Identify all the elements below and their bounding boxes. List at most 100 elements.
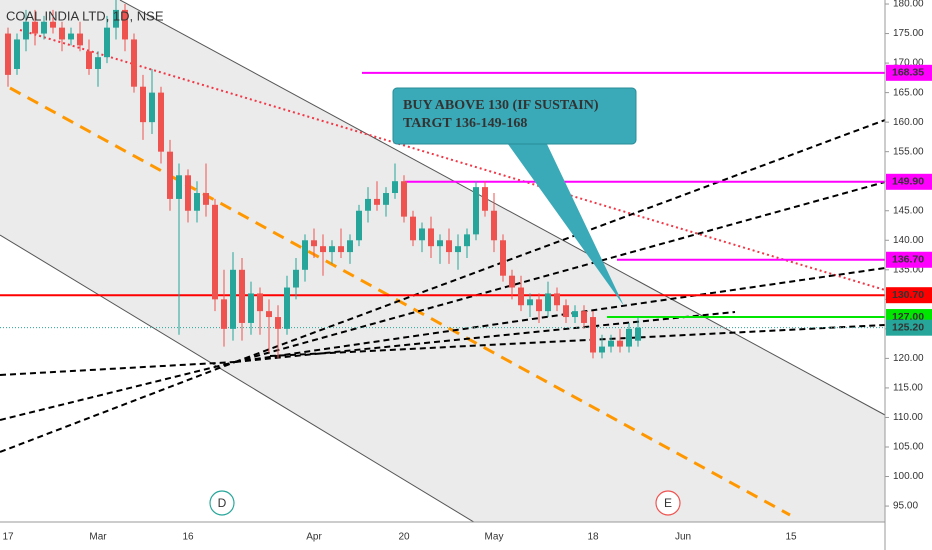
candle-body	[14, 39, 20, 69]
candle-body	[41, 21, 47, 34]
candle-body	[635, 327, 641, 341]
candle-body	[5, 33, 11, 75]
candle-body	[554, 293, 560, 306]
candle-body	[311, 240, 317, 247]
candle-body	[302, 240, 308, 270]
candle-body	[140, 86, 146, 123]
price-tag-label: 125.20	[892, 321, 924, 333]
x-tick-label: Mar	[89, 532, 107, 543]
fan-line	[234, 181, 885, 363]
y-tick-label: 105.00	[893, 442, 924, 453]
x-tick-label: 17	[2, 532, 14, 543]
candle-body	[284, 287, 290, 329]
candle-body	[347, 240, 353, 253]
candle-body	[131, 39, 137, 87]
candle-body	[239, 269, 245, 323]
x-tick-label: May	[485, 532, 504, 543]
candle-body	[338, 246, 344, 253]
candle-body	[482, 187, 488, 211]
candle-body	[32, 21, 38, 34]
candle-body	[626, 328, 632, 347]
candle-body	[401, 181, 407, 217]
candle-body	[248, 293, 254, 323]
y-tick-label: 115.00	[893, 383, 923, 394]
price-tag	[886, 64, 932, 81]
channel-upper	[119, 0, 885, 416]
candle-body	[527, 299, 533, 306]
candle-body	[95, 57, 101, 69]
candle-body	[275, 317, 281, 329]
price-tag-label: 130.70	[892, 289, 924, 301]
candle-body	[572, 311, 578, 318]
callout-text: TARGT 136-149-168	[403, 116, 527, 131]
callout-text: BUY ABOVE 130 (IF SUSTAIN)	[403, 98, 599, 113]
candle-body	[50, 21, 56, 28]
callout: BUY ABOVE 130 (IF SUSTAIN) TARGT 136-149…	[392, 87, 637, 306]
candles	[5, 0, 641, 359]
candle-body	[374, 198, 380, 205]
candle-body	[212, 204, 218, 300]
candle-body	[104, 27, 110, 58]
candle-body	[563, 305, 569, 318]
candle-body	[113, 9, 119, 28]
candle-body	[365, 198, 371, 211]
fan-line	[269, 324, 885, 357]
price-tag	[886, 287, 932, 304]
candle-body	[149, 92, 155, 123]
candle-body	[266, 311, 272, 318]
fan-line	[0, 361, 236, 421]
x-tick-label: 18	[587, 532, 599, 543]
callout-box	[392, 87, 637, 145]
candle-body	[167, 151, 173, 199]
candle-body	[536, 299, 542, 312]
y-tick-label: 180.00	[893, 0, 924, 10]
candle-body	[176, 175, 182, 199]
y-tick-label: 165.00	[893, 87, 924, 98]
event-marker	[655, 490, 681, 516]
candle-body	[491, 210, 497, 241]
candle-body	[473, 187, 479, 235]
trend-line	[19, 29, 885, 291]
y-tick-label: 155.00	[893, 146, 924, 157]
candle-body	[599, 346, 605, 353]
candle-body	[392, 181, 398, 194]
candle-body	[419, 228, 425, 241]
candle-body	[464, 234, 470, 247]
fan-line	[234, 311, 736, 363]
price-tag-label: 136.70	[892, 254, 924, 266]
candle-body	[437, 240, 443, 247]
candle-body	[545, 293, 551, 312]
candle-body	[410, 216, 416, 241]
time-axis-bg	[0, 522, 932, 550]
candle-body	[230, 269, 236, 329]
price-tag	[886, 251, 932, 268]
candle-body	[158, 92, 164, 152]
candle-body	[293, 269, 299, 288]
y-tick-label: 120.00	[893, 353, 924, 364]
fan-line	[0, 361, 236, 453]
candle-body	[455, 246, 461, 253]
fan-lines	[0, 119, 885, 453]
fan-line	[0, 361, 236, 376]
candle-body	[356, 210, 362, 241]
candle-body	[185, 175, 191, 211]
x-tick-label: 20	[398, 532, 410, 543]
candle-body	[590, 317, 596, 353]
channel-lower	[0, 234, 475, 522]
candle-body	[194, 193, 200, 211]
candle-body	[446, 240, 452, 253]
price-tag-label: 149.90	[892, 176, 924, 188]
candle-body	[59, 27, 65, 40]
drawings	[0, 0, 885, 522]
candle-body	[86, 51, 92, 69]
candle-body	[320, 246, 326, 253]
price-axis-bg	[885, 0, 932, 550]
y-tick-label: 175.00	[893, 28, 924, 39]
price-tag	[886, 173, 932, 190]
event-label: E	[664, 496, 672, 510]
y-tick-label: 95.00	[893, 501, 918, 512]
y-tick-label: 145.00	[893, 205, 924, 216]
